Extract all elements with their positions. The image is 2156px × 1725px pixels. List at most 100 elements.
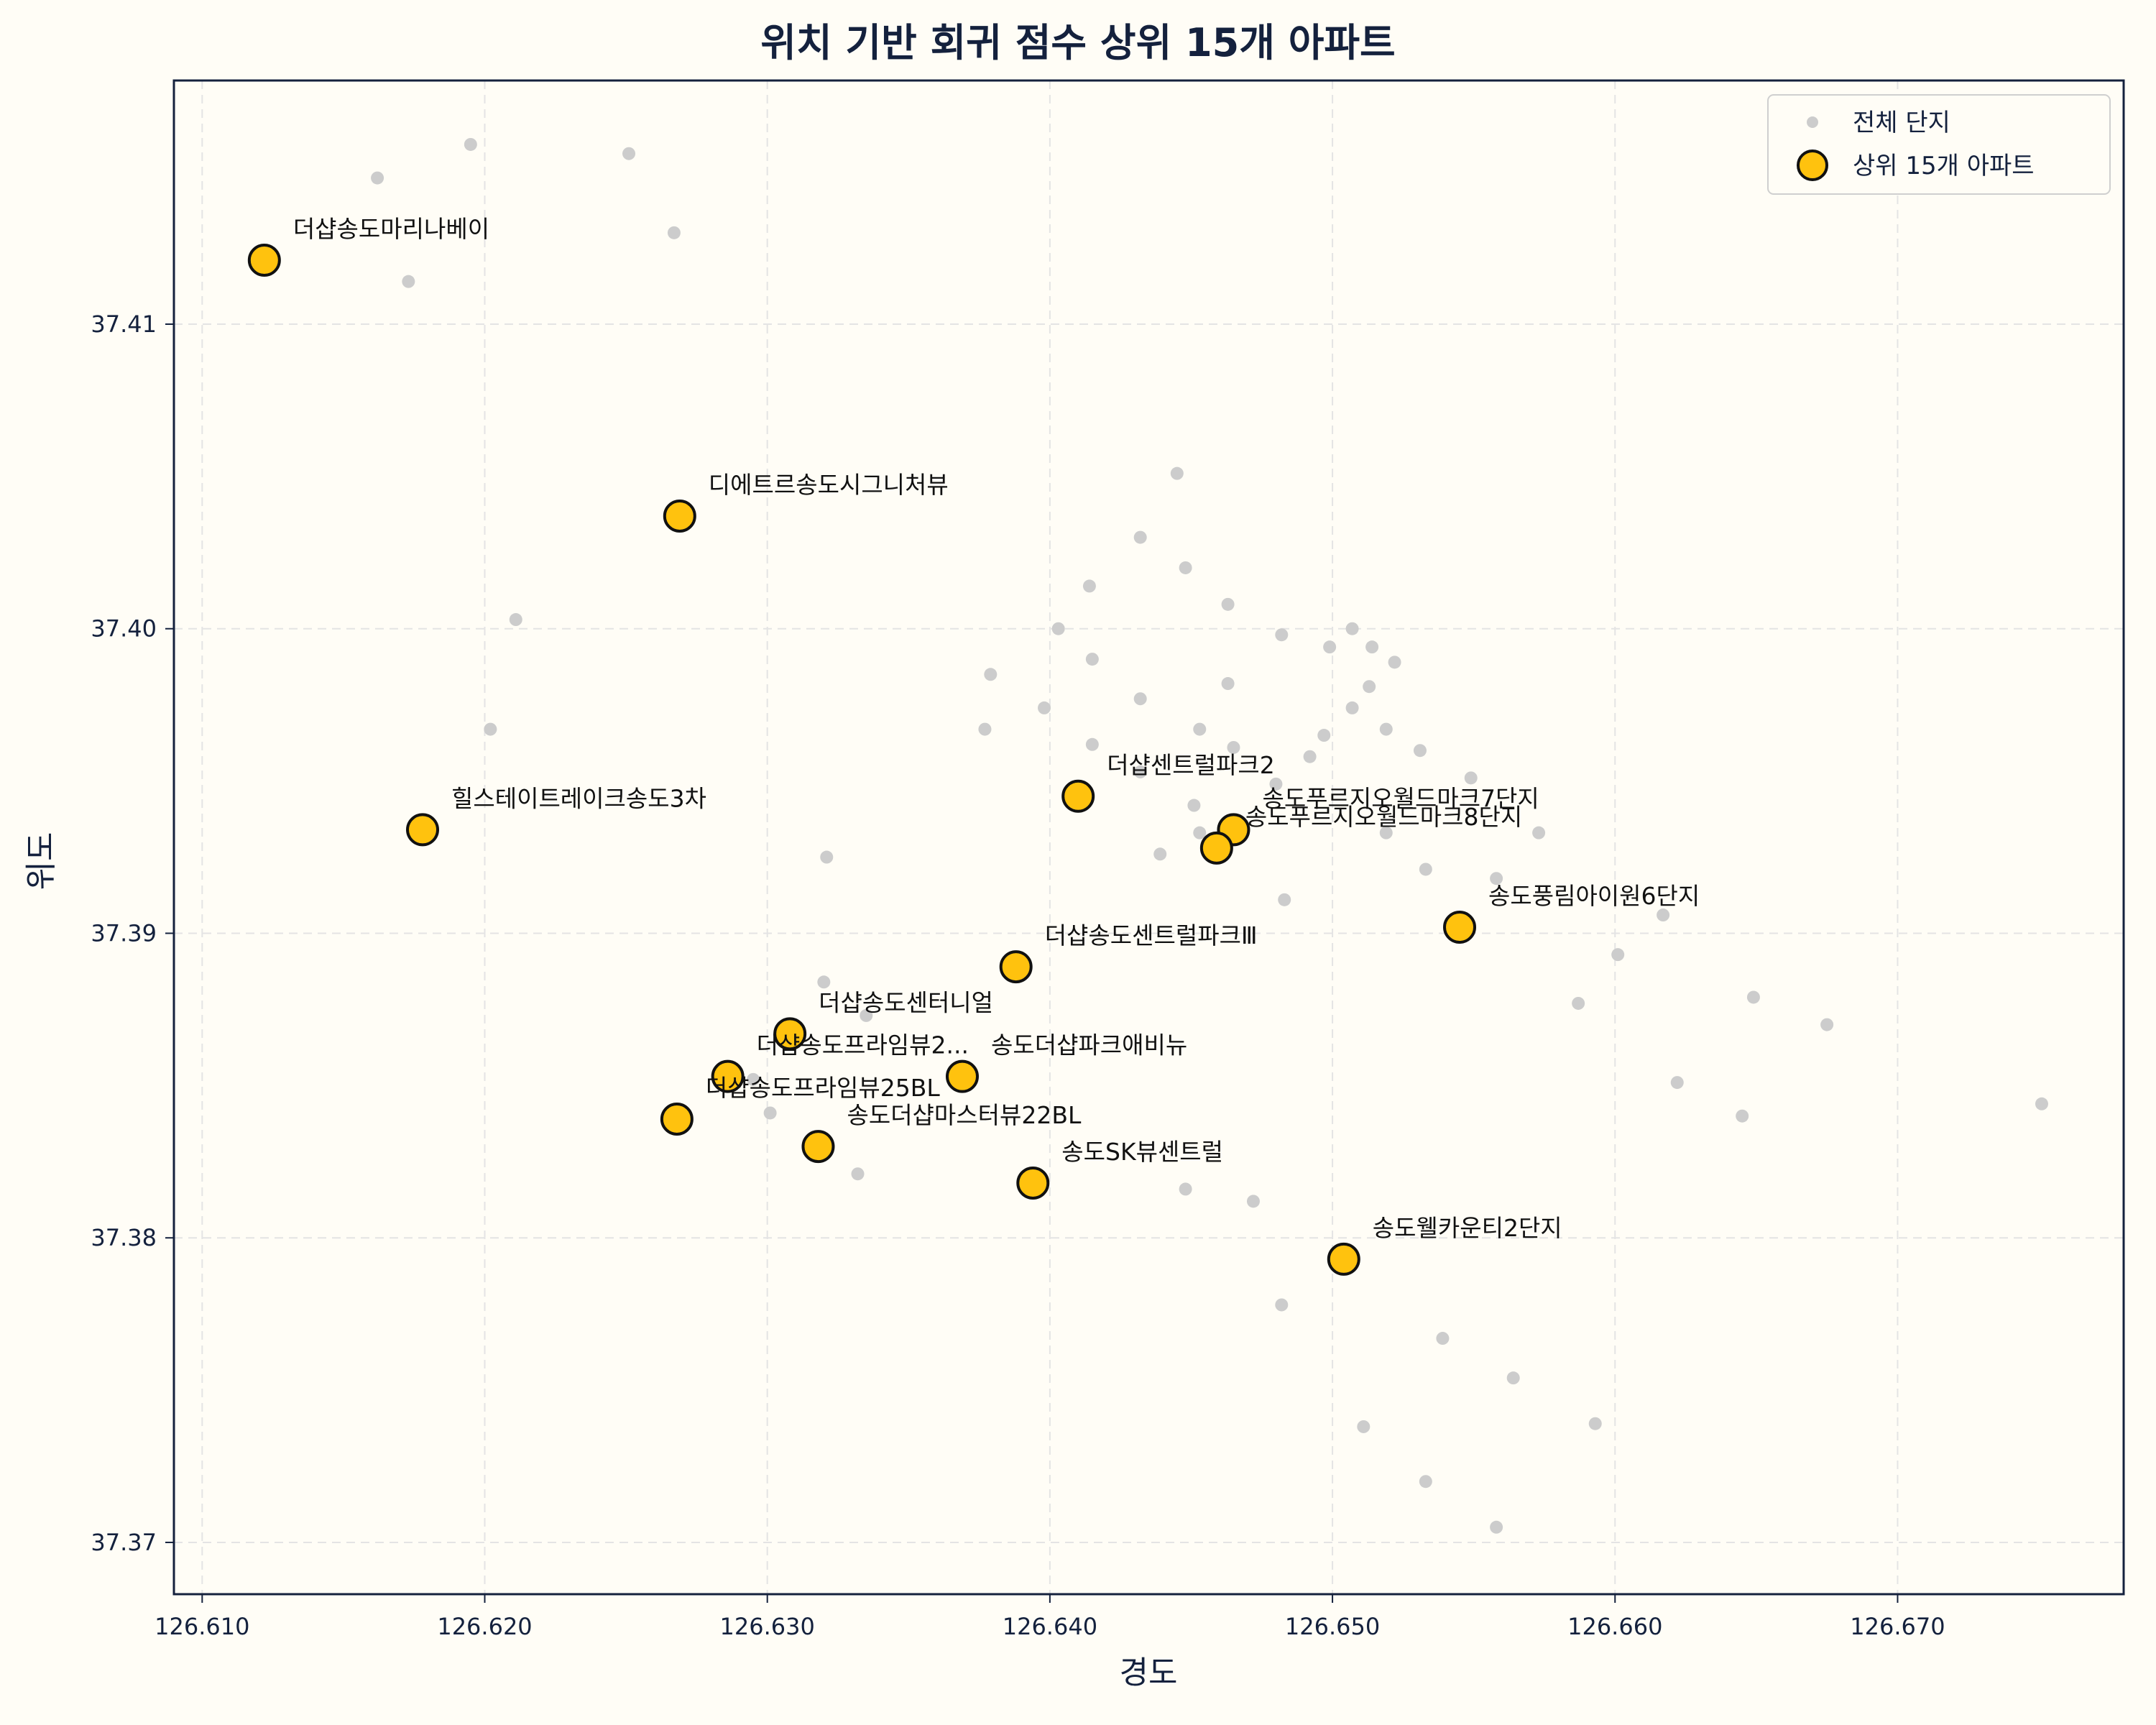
all-complex-point bbox=[1388, 656, 1401, 669]
apartment-label: 송도SK뷰센트럴 bbox=[1061, 1138, 1223, 1166]
all-complex-point bbox=[1323, 640, 1337, 654]
all-complex-point bbox=[851, 1167, 865, 1181]
all-complex-point bbox=[1532, 826, 1546, 840]
legend: 전체 단지 상위 15개 아파트 bbox=[1767, 94, 2111, 195]
all-complex-point bbox=[1572, 996, 1585, 1010]
all-complex-point bbox=[817, 975, 831, 989]
all-complex-point bbox=[820, 850, 834, 864]
apartment-label: 힐스테이트레이크송도3차 bbox=[451, 784, 706, 812]
legend-marker-all bbox=[1807, 116, 1818, 128]
x-tick-label: 126.660 bbox=[1567, 1613, 1662, 1640]
all-complex-point bbox=[1670, 1076, 1684, 1090]
all-complex-point bbox=[1379, 722, 1393, 736]
all-complex-point bbox=[622, 147, 636, 160]
y-axis-ticks: 37.37 37.38 37.39 37.40 37.41 bbox=[91, 310, 174, 1556]
all-complex-point bbox=[1278, 893, 1291, 906]
all-complex-point bbox=[1490, 872, 1503, 886]
all-complex-point bbox=[1365, 640, 1379, 654]
legend-marker-top bbox=[1797, 150, 1828, 181]
all-complex-point bbox=[1153, 847, 1167, 861]
all-complex-point bbox=[1275, 1298, 1289, 1312]
apartment-label: 더샵송도프라임뷰2... bbox=[757, 1031, 969, 1059]
all-complex-point bbox=[1187, 799, 1201, 812]
all-complex-point bbox=[1085, 653, 1099, 666]
x-tick-label: 126.610 bbox=[155, 1613, 249, 1640]
top-apartment-point bbox=[945, 1059, 979, 1093]
top-apartment-point bbox=[1061, 779, 1095, 813]
all-complex-point bbox=[2035, 1097, 2048, 1110]
all-complex-point bbox=[1269, 777, 1283, 791]
chart-title: 위치 기반 회귀 점수 상위 15개 아파트 bbox=[760, 20, 1395, 65]
top-apartment-point bbox=[773, 1017, 807, 1051]
all-complex-point bbox=[860, 1008, 873, 1022]
plot-area-background bbox=[174, 80, 2124, 1594]
x-tick-label: 126.670 bbox=[1850, 1613, 1945, 1640]
x-tick-label: 126.640 bbox=[1003, 1613, 1097, 1640]
apartment-label: 송도웰카운티2단지 bbox=[1373, 1214, 1562, 1242]
all-complex-point bbox=[1345, 622, 1359, 635]
top-apartment-point bbox=[711, 1059, 745, 1093]
all-complex-point bbox=[763, 1106, 777, 1120]
top-apartment-point bbox=[801, 1130, 835, 1164]
apartment-label: 송도푸르지오월드마크8단지 bbox=[1245, 803, 1522, 831]
x-axis-label: 경도 bbox=[1120, 1655, 1178, 1691]
apartment-label: 더샵송도센트럴파크Ⅲ bbox=[1045, 921, 1258, 949]
x-tick-label: 126.650 bbox=[1285, 1613, 1380, 1640]
all-complex-point bbox=[509, 613, 522, 627]
all-complex-point bbox=[1179, 1182, 1192, 1196]
apartment-label: 더샵송도마리나베이 bbox=[293, 215, 489, 243]
gridlines bbox=[174, 80, 2124, 1594]
all-complex-point bbox=[1588, 1417, 1602, 1430]
all-complex-point bbox=[1657, 908, 1670, 922]
y-tick-label: 37.38 bbox=[91, 1224, 157, 1251]
all-complex-point bbox=[1413, 744, 1427, 758]
all-complex-point bbox=[1464, 771, 1478, 785]
all-complex-point bbox=[1746, 990, 1760, 1004]
y-tick-label: 37.39 bbox=[91, 919, 157, 947]
apartment-label: 송도더샵파크애비뉴 bbox=[991, 1031, 1187, 1059]
all-complex-point bbox=[1221, 597, 1235, 611]
apartment-label: 송도푸르지오월드마크7단지 bbox=[1262, 784, 1539, 812]
legend-box bbox=[1767, 94, 2111, 195]
all-complex-point bbox=[1490, 1520, 1503, 1534]
all-complex-point bbox=[667, 226, 681, 239]
all-complex-point bbox=[1363, 680, 1376, 694]
all-complex-point bbox=[1820, 1018, 1834, 1031]
all-complex-point bbox=[1379, 826, 1393, 840]
all-complex-point bbox=[1275, 628, 1289, 642]
all-complex-point bbox=[464, 137, 477, 151]
all-complex-point bbox=[1133, 765, 1147, 778]
all-complex-point bbox=[1133, 530, 1147, 544]
all-complex-point bbox=[1193, 826, 1207, 840]
plot-frame bbox=[172, 79, 2125, 1596]
all-complex-point bbox=[978, 722, 992, 736]
all-complex-point bbox=[1419, 862, 1432, 876]
apartment-label: 더샵송도프라임뷰25BL bbox=[706, 1074, 941, 1102]
top-apartment-point bbox=[247, 244, 281, 277]
top-apartment-point bbox=[406, 813, 440, 847]
apartment-label: 더샵송도센터니얼 bbox=[819, 988, 993, 1016]
all-complex-point bbox=[1736, 1109, 1749, 1123]
all-complex-point bbox=[1170, 466, 1184, 480]
all-complex-point bbox=[1345, 701, 1359, 714]
apartment-label: 디에트르송도시그니처뷰 bbox=[709, 471, 949, 499]
all-complex-point bbox=[484, 722, 497, 736]
all-complex-point bbox=[1082, 579, 1096, 593]
all-complex-point bbox=[1179, 561, 1192, 574]
top-apartment-point bbox=[1199, 831, 1233, 865]
top-apartment-point bbox=[663, 499, 696, 533]
x-axis-ticks: 126.610 126.620 126.630 126.640 126.650 126.6… bbox=[155, 1594, 1945, 1640]
all-complex-point bbox=[1246, 1195, 1260, 1208]
top-apartment-point bbox=[1443, 911, 1477, 944]
top-apartment-point bbox=[999, 950, 1033, 984]
all-complex-point bbox=[747, 1072, 760, 1086]
x-tick-label: 126.620 bbox=[437, 1613, 532, 1640]
all-complex-point bbox=[1193, 722, 1207, 736]
all-complex-point bbox=[1506, 1371, 1520, 1385]
top-apartment-point bbox=[660, 1102, 694, 1136]
all-complex-point bbox=[1133, 692, 1147, 706]
all-complex-point bbox=[1419, 1475, 1432, 1489]
